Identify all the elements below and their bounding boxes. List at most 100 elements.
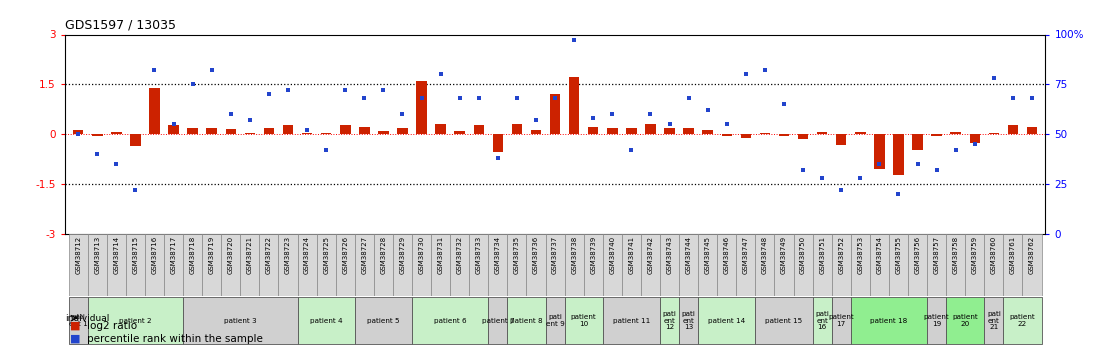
Point xyxy=(126,187,144,193)
Bar xyxy=(87,297,183,344)
Bar xyxy=(226,129,236,134)
Bar xyxy=(756,297,813,344)
Bar xyxy=(416,81,427,134)
Bar xyxy=(912,134,922,150)
Text: patient 15: patient 15 xyxy=(766,318,803,324)
Point xyxy=(966,141,984,147)
Point xyxy=(1004,96,1022,101)
Bar xyxy=(817,132,827,134)
Text: patient 4: patient 4 xyxy=(310,318,342,324)
Text: GSM38715: GSM38715 xyxy=(132,236,139,274)
Bar xyxy=(297,234,316,296)
Bar xyxy=(550,94,560,134)
Bar xyxy=(698,234,718,296)
Text: GSM38723: GSM38723 xyxy=(285,236,291,274)
Text: pati
ent 9: pati ent 9 xyxy=(546,314,565,327)
Bar xyxy=(851,297,927,344)
Text: GSM38752: GSM38752 xyxy=(838,236,844,274)
Bar xyxy=(340,125,351,134)
Point xyxy=(356,96,373,101)
Bar xyxy=(512,124,522,134)
Point xyxy=(947,148,965,153)
Bar xyxy=(508,234,527,296)
Text: pati
ent
13: pati ent 13 xyxy=(682,311,695,330)
Text: GSM38712: GSM38712 xyxy=(75,236,82,274)
Text: patient
20: patient 20 xyxy=(953,314,978,327)
Text: GSM38758: GSM38758 xyxy=(953,236,958,274)
Bar xyxy=(832,297,851,344)
Text: log2 ratio: log2 ratio xyxy=(87,321,138,331)
Text: GSM38755: GSM38755 xyxy=(896,236,901,274)
Point xyxy=(794,167,812,173)
Text: pati
ent
21: pati ent 21 xyxy=(987,311,1001,330)
Bar xyxy=(603,234,622,296)
Bar xyxy=(1003,297,1042,344)
Bar xyxy=(779,134,789,136)
Point xyxy=(928,167,946,173)
Bar xyxy=(794,234,813,296)
Bar xyxy=(221,234,240,296)
Bar xyxy=(683,128,694,134)
Bar xyxy=(946,234,965,296)
Bar xyxy=(626,128,636,134)
Text: GSM38717: GSM38717 xyxy=(171,236,177,274)
Bar xyxy=(378,131,389,134)
Bar xyxy=(435,124,446,134)
Bar xyxy=(889,234,908,296)
Bar xyxy=(240,234,259,296)
Point xyxy=(508,96,525,101)
Bar xyxy=(169,125,179,134)
Point xyxy=(337,88,354,93)
Bar xyxy=(373,234,392,296)
Point xyxy=(221,111,239,117)
Text: pati
ent
16: pati ent 16 xyxy=(815,311,830,330)
Bar xyxy=(126,234,145,296)
Text: patient 11: patient 11 xyxy=(613,318,650,324)
Text: GSM38733: GSM38733 xyxy=(476,236,482,274)
Text: patient 8: patient 8 xyxy=(510,318,542,324)
Bar xyxy=(737,234,756,296)
Point xyxy=(661,121,679,127)
Point xyxy=(718,121,736,127)
Bar xyxy=(474,125,484,134)
Bar xyxy=(718,234,737,296)
Bar xyxy=(183,234,202,296)
Text: GSM38750: GSM38750 xyxy=(800,236,806,274)
Bar xyxy=(489,297,508,344)
Bar xyxy=(584,234,603,296)
Point xyxy=(183,82,201,87)
Point xyxy=(832,187,850,193)
Text: GSM38761: GSM38761 xyxy=(1010,236,1016,274)
Point xyxy=(375,88,392,93)
Bar xyxy=(645,124,656,134)
Text: GSM38728: GSM38728 xyxy=(380,236,387,274)
Text: GSM38757: GSM38757 xyxy=(934,236,939,274)
Point xyxy=(107,161,125,167)
Bar xyxy=(908,234,927,296)
Text: patient 2: patient 2 xyxy=(120,318,152,324)
Point xyxy=(1023,96,1041,101)
Text: GSM38741: GSM38741 xyxy=(628,236,634,274)
Bar xyxy=(893,134,903,175)
Bar xyxy=(188,128,198,134)
Point xyxy=(527,118,544,123)
Bar xyxy=(950,132,960,134)
Point xyxy=(585,116,603,121)
Bar xyxy=(836,134,846,145)
Bar xyxy=(660,234,679,296)
Bar xyxy=(565,297,603,344)
Bar xyxy=(588,127,598,134)
Bar xyxy=(264,128,274,134)
Point xyxy=(604,111,622,117)
Bar xyxy=(702,130,713,134)
Bar xyxy=(302,132,312,134)
Point xyxy=(737,72,755,77)
Text: GSM38716: GSM38716 xyxy=(152,236,158,274)
Point xyxy=(985,76,1003,81)
Bar xyxy=(413,234,432,296)
Bar xyxy=(432,234,451,296)
Bar xyxy=(1007,125,1018,134)
Bar xyxy=(855,132,865,134)
Point xyxy=(851,176,869,181)
Text: GSM38744: GSM38744 xyxy=(685,236,692,274)
